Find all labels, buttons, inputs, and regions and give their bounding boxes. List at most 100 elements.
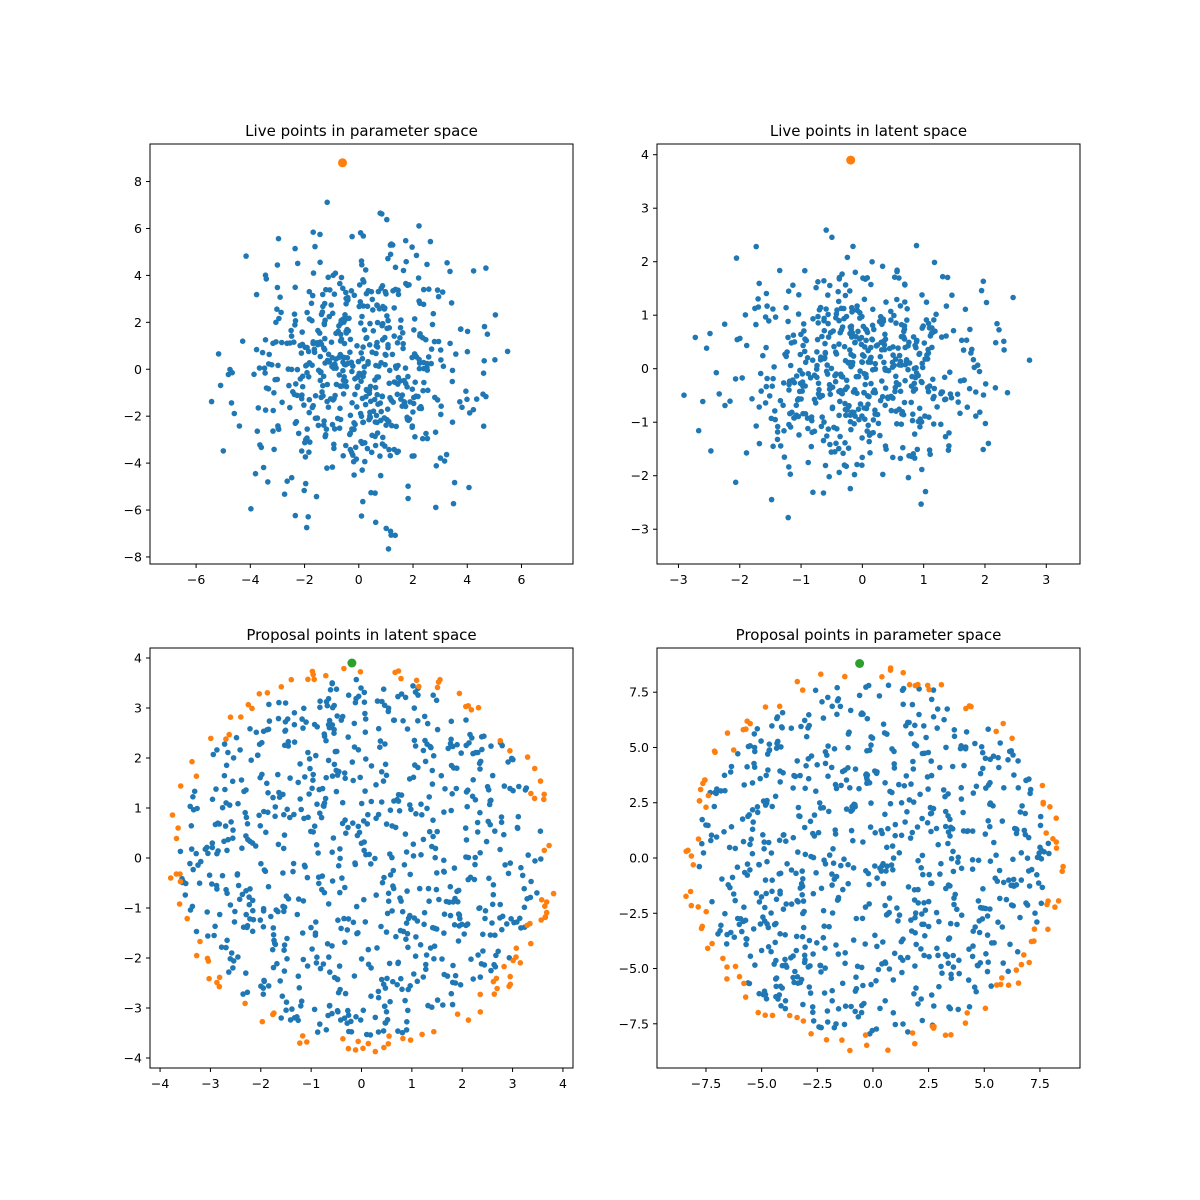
blue-point <box>374 430 381 436</box>
blue-point <box>976 368 983 375</box>
blue-point <box>801 717 808 724</box>
blue-point <box>480 948 486 954</box>
blue-point <box>441 930 447 936</box>
blue-point <box>830 860 837 866</box>
blue-point <box>441 458 448 464</box>
blue-point <box>826 381 833 388</box>
blue-point <box>291 811 297 818</box>
blue-point <box>334 748 340 755</box>
blue-point <box>1007 941 1013 948</box>
blue-point <box>304 435 310 441</box>
blue-point <box>863 374 869 381</box>
blue-point <box>315 874 322 880</box>
blue-point <box>838 862 844 869</box>
blue-point <box>925 749 932 756</box>
blue-point <box>352 444 359 451</box>
blue-point <box>931 317 937 323</box>
blue-point <box>274 376 281 383</box>
orange-point <box>929 1023 936 1030</box>
orange-point <box>702 777 708 783</box>
blue-point <box>365 946 372 953</box>
blue-point <box>817 304 824 311</box>
blue-point <box>405 1007 411 1014</box>
blue-point <box>282 700 289 706</box>
blue-point <box>270 925 277 931</box>
orange-point <box>982 1005 989 1012</box>
blue-point <box>263 276 270 282</box>
orange-point <box>762 704 769 710</box>
blue-point <box>904 317 910 323</box>
blue-point <box>341 770 348 776</box>
blue-point <box>329 363 335 370</box>
blue-point <box>246 894 252 900</box>
blue-point <box>441 809 447 815</box>
blue-point <box>365 361 371 367</box>
blue-point <box>367 398 374 405</box>
blue-point <box>942 808 949 815</box>
blue-point <box>900 411 907 418</box>
blue-point <box>449 1001 456 1008</box>
blue-point <box>519 872 526 879</box>
blue-point <box>429 924 436 931</box>
blue-point <box>244 989 251 996</box>
blue-point <box>270 964 277 971</box>
blue-point <box>957 378 964 384</box>
blue-point <box>782 998 789 1004</box>
blue-point <box>810 316 816 322</box>
blue-point <box>239 338 246 345</box>
blue-point <box>1014 949 1021 955</box>
x-tick-label: 0 <box>358 1076 366 1091</box>
blue-point <box>312 393 319 399</box>
blue-point <box>891 761 897 767</box>
orange-point <box>538 897 545 903</box>
blue-point <box>919 852 926 859</box>
blue-point <box>882 780 888 786</box>
blue-point <box>760 832 766 838</box>
blue-point <box>910 758 916 765</box>
blue-point <box>980 446 986 453</box>
blue-point <box>336 963 343 969</box>
panel-live-latent: Live points in latent space −3 −2 −1 0 1 2 3 −… <box>631 122 1081 587</box>
blue-point <box>411 971 417 977</box>
blue-point <box>848 1003 854 1010</box>
blue-point <box>466 410 473 416</box>
blue-point <box>866 901 872 907</box>
blue-point <box>824 1019 831 1025</box>
blue-point <box>926 447 933 453</box>
blue-point <box>930 376 936 383</box>
blue-point <box>793 870 799 877</box>
blue-point <box>238 777 245 783</box>
blue-point <box>490 882 497 888</box>
blue-point <box>399 403 406 410</box>
blue-point <box>787 410 793 417</box>
blue-point <box>384 313 390 319</box>
x-tick-label: 0.0 <box>863 1076 883 1091</box>
y-tick-label: 8 <box>134 174 142 189</box>
blue-point <box>354 343 360 349</box>
blue-point <box>900 701 906 708</box>
blue-point <box>397 895 403 901</box>
blue-point <box>253 346 260 353</box>
blue-point <box>912 910 919 916</box>
blue-point <box>721 772 728 779</box>
blue-point <box>281 491 288 498</box>
blue-point <box>708 837 714 844</box>
blue-point <box>810 830 816 837</box>
blue-point <box>739 816 746 822</box>
blue-point <box>829 987 835 994</box>
blue-point <box>960 347 967 353</box>
blue-point <box>769 383 775 390</box>
blue-point <box>362 729 369 735</box>
blue-point <box>910 766 917 772</box>
blue-point <box>926 953 932 960</box>
blue-point <box>930 805 937 812</box>
orange-point <box>541 847 548 854</box>
blue-point <box>790 282 796 289</box>
blue-point <box>434 726 441 733</box>
blue-point <box>464 803 471 810</box>
blue-point <box>331 702 338 709</box>
blue-point <box>450 500 457 507</box>
orange-point <box>683 893 689 900</box>
blue-point <box>319 886 325 893</box>
blue-point <box>274 262 281 268</box>
